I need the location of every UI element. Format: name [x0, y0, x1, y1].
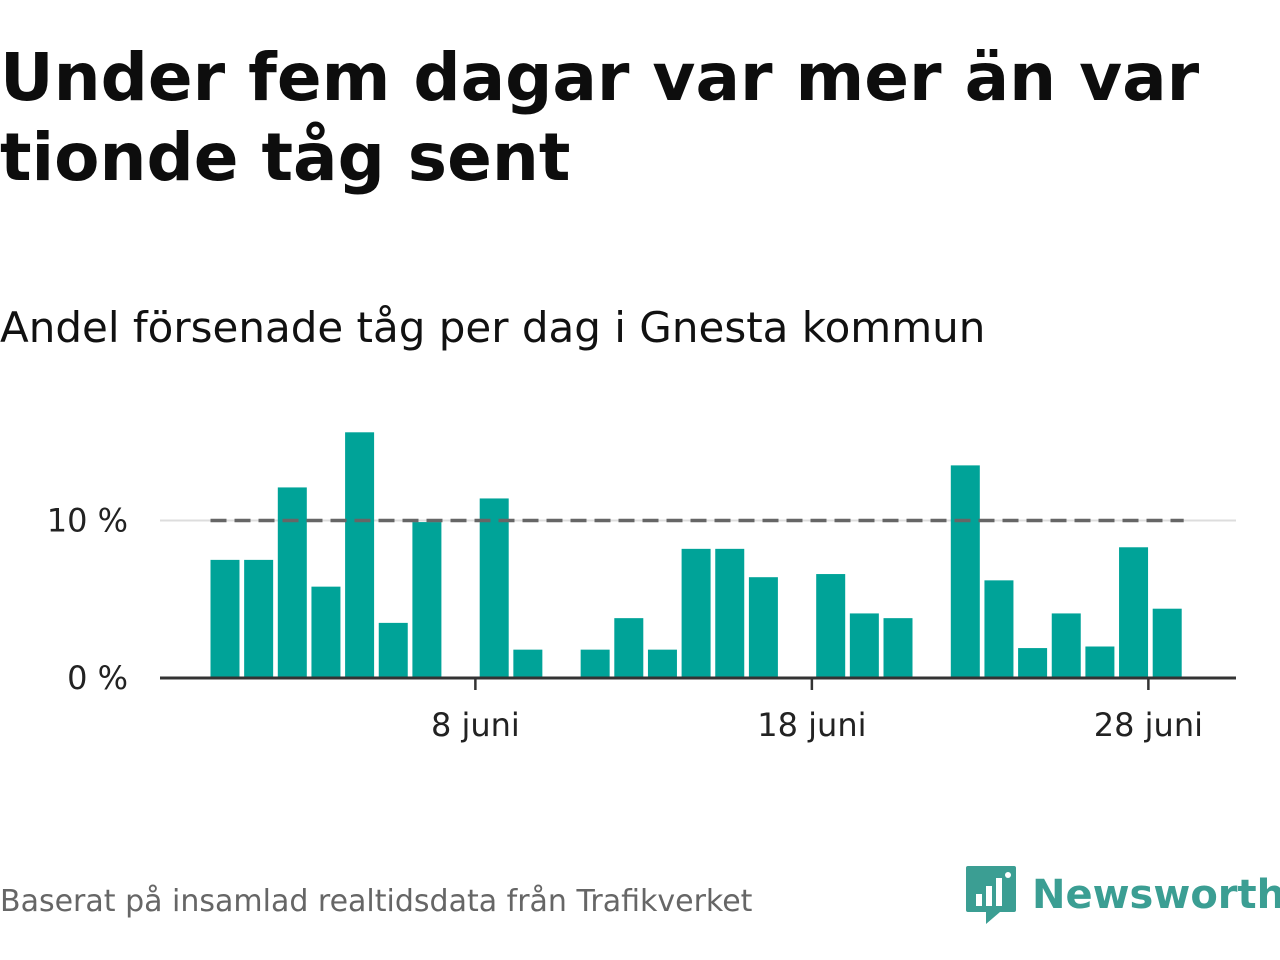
bar [849, 613, 879, 678]
bar [647, 649, 677, 678]
bar [345, 432, 375, 678]
bar [1018, 648, 1048, 678]
bar [984, 580, 1014, 678]
bar [614, 618, 644, 678]
bar [277, 487, 307, 678]
bar [748, 577, 778, 678]
chart-title: Under fem dagar var mer än var tionde tå… [0, 39, 1200, 196]
bar [1051, 613, 1081, 678]
bar-chart: 0 % 10 % 8 juni 18 juni 28 juni [47, 432, 1236, 744]
bar [244, 559, 274, 678]
x-tick-label: 28 juni [1094, 706, 1203, 744]
bar [311, 586, 341, 678]
x-tick-label: 18 juni [757, 706, 866, 744]
bar [1119, 547, 1149, 678]
brand-logo: Newsworthy [964, 864, 1280, 926]
chart-speech-bubble-icon [966, 866, 1016, 924]
bar [479, 498, 509, 678]
bar [210, 559, 240, 678]
bar [580, 649, 610, 678]
chart-subtitle: Andel försenade tåg per dag i Gnesta kom… [0, 303, 986, 352]
bar-layer [210, 432, 1182, 678]
y-tick-label: 0 % [67, 659, 128, 697]
bar [681, 548, 711, 678]
bar [378, 622, 408, 678]
y-tick-label: 10 % [47, 502, 128, 540]
bar [816, 574, 846, 678]
bar [950, 465, 980, 678]
bar [715, 548, 745, 678]
bar [513, 649, 543, 678]
source-note: Baserat på insamlad realtidsdata från Tr… [0, 884, 753, 919]
axis-layer: 0 % 10 % 8 juni 18 juni 28 juni [47, 502, 1236, 744]
bar [1085, 646, 1115, 678]
x-tick-label: 8 juni [431, 706, 520, 744]
brand-name: Newsworthy [1032, 872, 1280, 918]
bar [1152, 608, 1182, 678]
bar [883, 618, 913, 678]
bar [412, 522, 442, 678]
